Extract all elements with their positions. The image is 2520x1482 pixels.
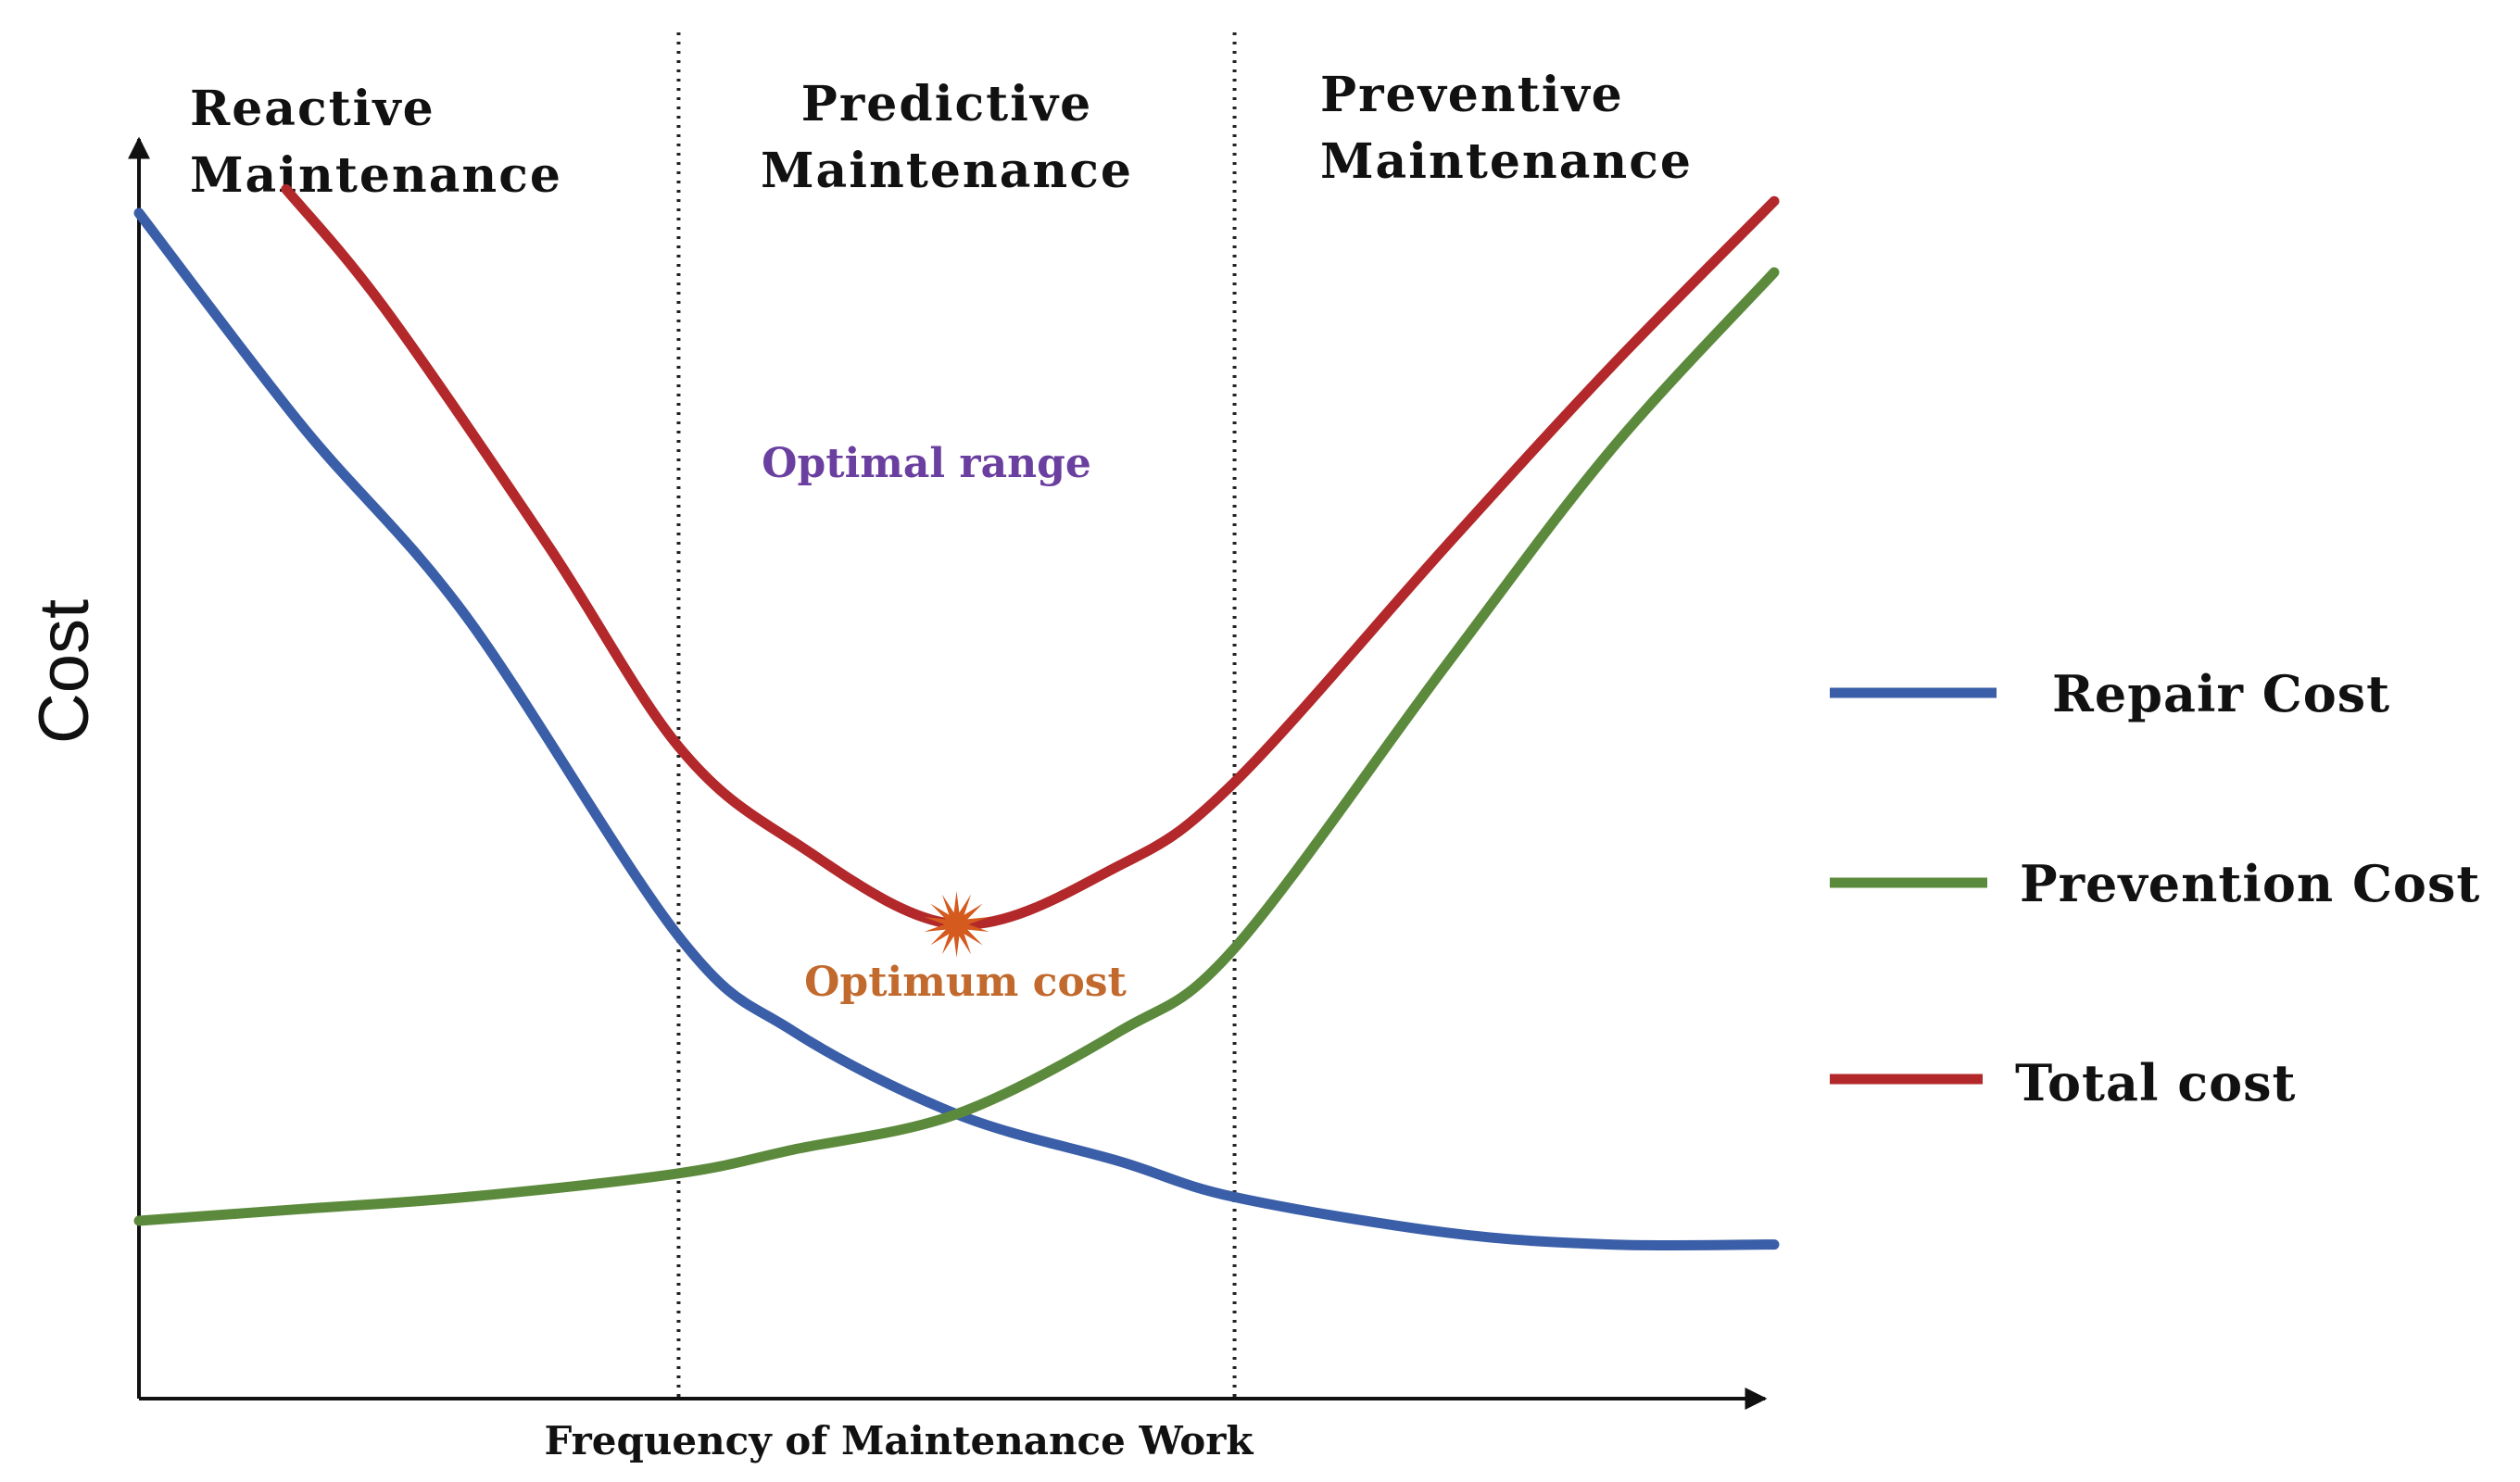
series-lines — [133, 183, 1780, 1251]
region-label-reactive-line2: Maintenance — [190, 147, 562, 204]
y-axis-label: Cost — [25, 599, 104, 744]
region-label-reactive-line1: Reactive — [190, 81, 435, 137]
optimum-cost-marker — [924, 891, 989, 958]
region-labels: Reactive Maintenance Predictive Maintena… — [190, 67, 1693, 204]
region-dividers — [676, 32, 1237, 1399]
series-line-repair-cost — [133, 207, 1780, 1251]
legend-label-prevention-cost: Prevention Cost — [2020, 854, 2480, 913]
region-label-preventive-line2: Maintenance — [1320, 133, 1693, 190]
x-axis-label: Frequency of Maintenance Work — [545, 1418, 1254, 1463]
region-label-preventive-line1: Preventive — [1320, 67, 1624, 123]
legend: Repair Cost Prevention Cost Total cost — [1830, 664, 2480, 1112]
region-label-predictive-line2: Maintenance — [761, 143, 1133, 199]
optimal-range-annotation: Optimal range — [762, 440, 1091, 487]
legend-label-total-cost: Total cost — [2015, 1053, 2297, 1112]
optimum-cost-annotation: Optimum cost — [804, 959, 1127, 1006]
series-line-prevention-cost — [133, 267, 1780, 1226]
series-line-total-cost — [281, 183, 1780, 930]
optimum-point-star — [924, 891, 989, 958]
legend-label-repair-cost: Repair Cost — [2052, 664, 2390, 723]
region-label-predictive-line1: Predictive — [801, 76, 1092, 132]
